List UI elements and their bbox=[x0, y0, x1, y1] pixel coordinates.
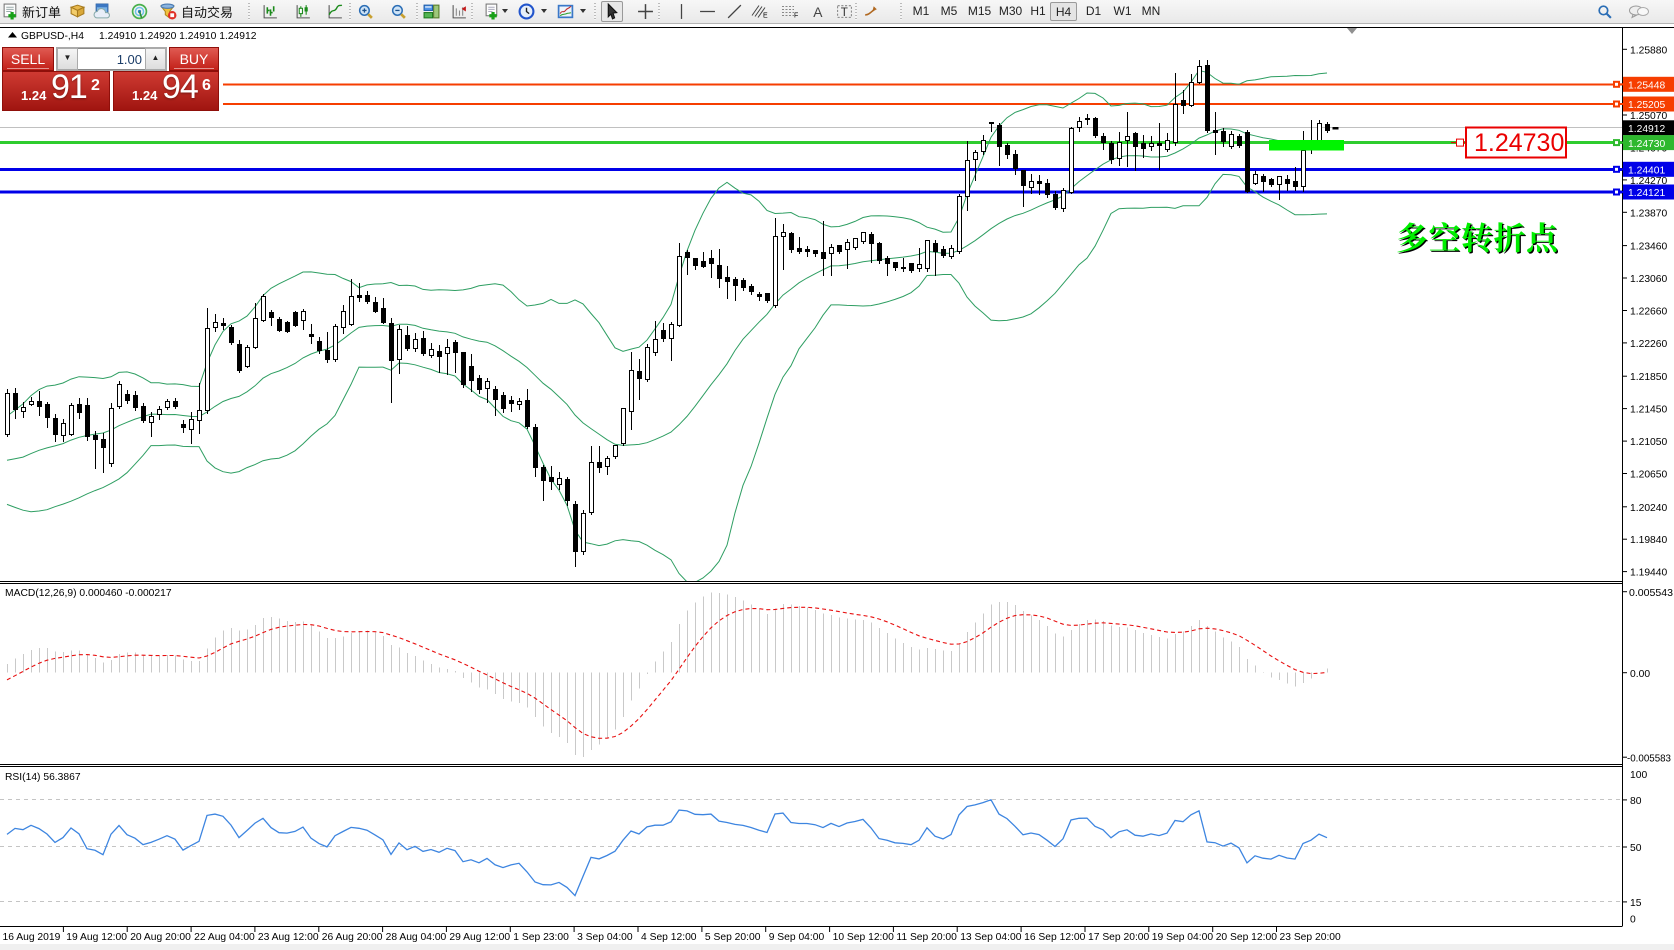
svg-text:1.24730: 1.24730 bbox=[1474, 129, 1564, 157]
svg-text:1.24401: 1.24401 bbox=[1628, 166, 1665, 177]
svg-text:0.00: 0.00 bbox=[1630, 669, 1650, 680]
svg-text:80: 80 bbox=[1630, 796, 1642, 807]
svg-text:19 Aug 12:00: 19 Aug 12:00 bbox=[66, 932, 127, 943]
svg-text:1.19840: 1.19840 bbox=[1630, 535, 1667, 546]
svg-text:50: 50 bbox=[1630, 843, 1642, 854]
svg-text:1.23870: 1.23870 bbox=[1630, 208, 1667, 219]
svg-text:19 Sep 04:00: 19 Sep 04:00 bbox=[1152, 932, 1214, 943]
svg-text:26 Aug 20:00: 26 Aug 20:00 bbox=[322, 932, 383, 943]
svg-text:1.24912: 1.24912 bbox=[1628, 124, 1665, 135]
svg-text:1.20650: 1.20650 bbox=[1630, 470, 1667, 481]
svg-text:1.22660: 1.22660 bbox=[1630, 307, 1667, 318]
svg-text:15: 15 bbox=[1630, 898, 1642, 909]
svg-text:A: A bbox=[813, 4, 823, 20]
svg-text:1.24270: 1.24270 bbox=[1630, 176, 1667, 187]
svg-text:T: T bbox=[841, 6, 848, 19]
svg-text:16 Sep 12:00: 16 Sep 12:00 bbox=[1024, 932, 1086, 943]
svg-text:4 Sep 12:00: 4 Sep 12:00 bbox=[641, 932, 697, 943]
svg-text:1.23460: 1.23460 bbox=[1630, 242, 1667, 253]
svg-text:1.24730: 1.24730 bbox=[1628, 139, 1665, 150]
svg-text:1.25070: 1.25070 bbox=[1630, 111, 1667, 122]
svg-text:-0.005583: -0.005583 bbox=[1627, 753, 1671, 764]
svg-text:1.24121: 1.24121 bbox=[1628, 188, 1665, 199]
svg-text:1.23060: 1.23060 bbox=[1630, 274, 1667, 285]
svg-text:23 Aug 12:00: 23 Aug 12:00 bbox=[258, 932, 319, 943]
svg-text:1 Sep 23:00: 1 Sep 23:00 bbox=[513, 932, 569, 943]
svg-text:1.25448: 1.25448 bbox=[1628, 81, 1665, 92]
svg-text:13 Sep 04:00: 13 Sep 04:00 bbox=[960, 932, 1022, 943]
svg-text:1.19440: 1.19440 bbox=[1630, 568, 1667, 579]
svg-text:23 Sep 20:00: 23 Sep 20:00 bbox=[1280, 932, 1342, 943]
svg-text:1.25205: 1.25205 bbox=[1628, 100, 1665, 111]
svg-text:5 Sep 20:00: 5 Sep 20:00 bbox=[705, 932, 761, 943]
svg-text:28 Aug 04:00: 28 Aug 04:00 bbox=[386, 932, 447, 943]
svg-text:MACD(12,26,9) 0.000460 -0.0002: MACD(12,26,9) 0.000460 -0.000217 bbox=[5, 588, 172, 599]
svg-text:17 Sep 20:00: 17 Sep 20:00 bbox=[1088, 932, 1150, 943]
svg-text:1.25880: 1.25880 bbox=[1630, 45, 1667, 56]
svg-text:GBPUSD-,H4: GBPUSD-,H4 bbox=[21, 31, 84, 42]
svg-text:20 Sep 12:00: 20 Sep 12:00 bbox=[1216, 932, 1278, 943]
svg-text:0: 0 bbox=[1630, 915, 1636, 926]
svg-text:1.21850: 1.21850 bbox=[1630, 372, 1667, 383]
svg-text:1.22260: 1.22260 bbox=[1630, 339, 1667, 350]
svg-text:20 Aug 20:00: 20 Aug 20:00 bbox=[130, 932, 191, 943]
svg-text:1.21450: 1.21450 bbox=[1630, 405, 1667, 416]
svg-text:100: 100 bbox=[1630, 770, 1647, 781]
svg-text:E: E bbox=[763, 13, 768, 20]
svg-text:9 Sep 04:00: 9 Sep 04:00 bbox=[769, 932, 825, 943]
svg-text:29 Aug 12:00: 29 Aug 12:00 bbox=[449, 932, 510, 943]
svg-text:F: F bbox=[794, 13, 798, 20]
svg-text:0.005543: 0.005543 bbox=[1629, 588, 1673, 599]
svg-text:1.21050: 1.21050 bbox=[1630, 437, 1667, 448]
svg-text:22 Aug 04:00: 22 Aug 04:00 bbox=[194, 932, 255, 943]
svg-text:16 Aug 2019: 16 Aug 2019 bbox=[3, 932, 61, 943]
svg-text:1.24910 1.24920 1.24910 1.2491: 1.24910 1.24920 1.24910 1.24912 bbox=[99, 31, 257, 42]
svg-text:RSI(14) 56.3867: RSI(14) 56.3867 bbox=[5, 772, 81, 783]
svg-text:10 Sep 12:00: 10 Sep 12:00 bbox=[833, 932, 895, 943]
svg-text:3 Sep 04:00: 3 Sep 04:00 bbox=[577, 932, 633, 943]
svg-text:1.20240: 1.20240 bbox=[1630, 503, 1667, 514]
svg-text:11 Sep 20:00: 11 Sep 20:00 bbox=[896, 932, 957, 943]
